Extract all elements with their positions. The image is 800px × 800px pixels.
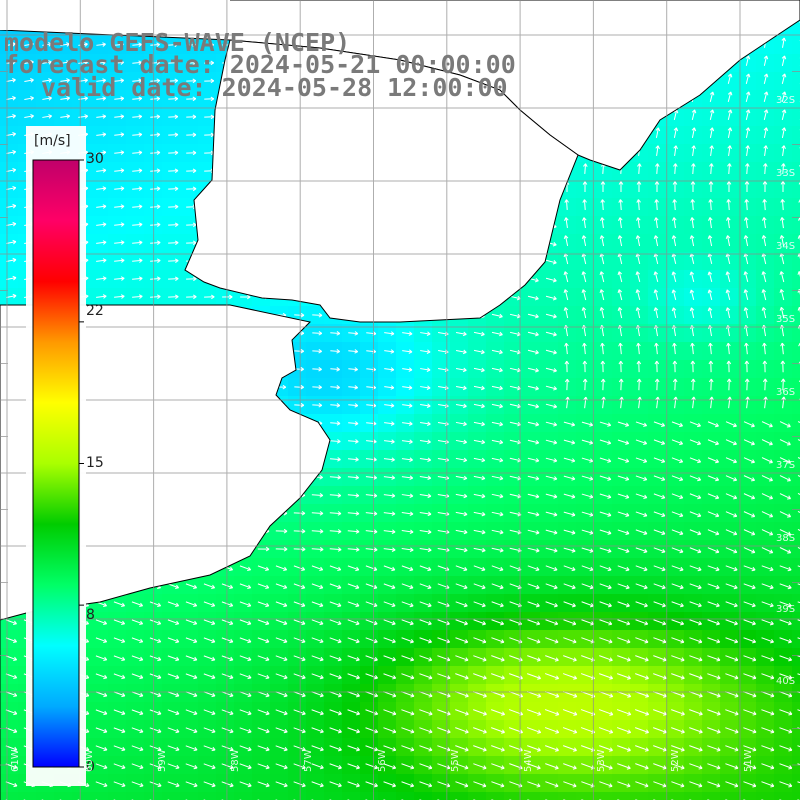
valid-date: valid date: 2024-05-28 12:00:00	[41, 73, 508, 102]
lat-label: 32S	[776, 95, 796, 106]
lon-label: 58W	[230, 749, 241, 772]
lat-label: 36S	[776, 387, 796, 398]
lon-label: 53W	[596, 749, 607, 772]
lon-label: 52W	[670, 749, 681, 772]
lon-label: 60W	[84, 749, 95, 772]
model-title: modelo GEFS-WAVE (NCEP)	[4, 28, 351, 57]
lat-label: 34S	[776, 241, 796, 252]
lat-label: 39S	[776, 604, 796, 615]
lon-label: 55W	[450, 749, 461, 772]
lat-label: 35S	[776, 314, 796, 325]
colorbar-tick: 8	[86, 607, 95, 623]
colorbar-tick: 0	[86, 759, 95, 775]
lon-label: 56W	[377, 749, 388, 772]
lon-label: 61W	[10, 749, 21, 772]
colorbar	[32, 159, 80, 768]
forecast-date: forecast date: 2024-05-21 00:00:00	[4, 50, 516, 79]
lat-label: 37S	[776, 460, 796, 471]
lat-label: 40S	[776, 676, 796, 687]
colorbar-tick: 22	[86, 303, 104, 319]
lon-label: 59W	[157, 749, 168, 772]
colorbar-unit: [m/s]	[34, 133, 71, 149]
land-top-strip	[0, 0, 230, 30]
lat-label: 38S	[776, 533, 796, 544]
lon-label: 51W	[743, 749, 754, 772]
colorbar-tick: 15	[86, 455, 104, 471]
colorbar-tick: 30	[86, 151, 104, 167]
lon-label: 54W	[523, 749, 534, 772]
lon-label: 57W	[303, 749, 314, 772]
lat-label: 33S	[776, 168, 796, 179]
